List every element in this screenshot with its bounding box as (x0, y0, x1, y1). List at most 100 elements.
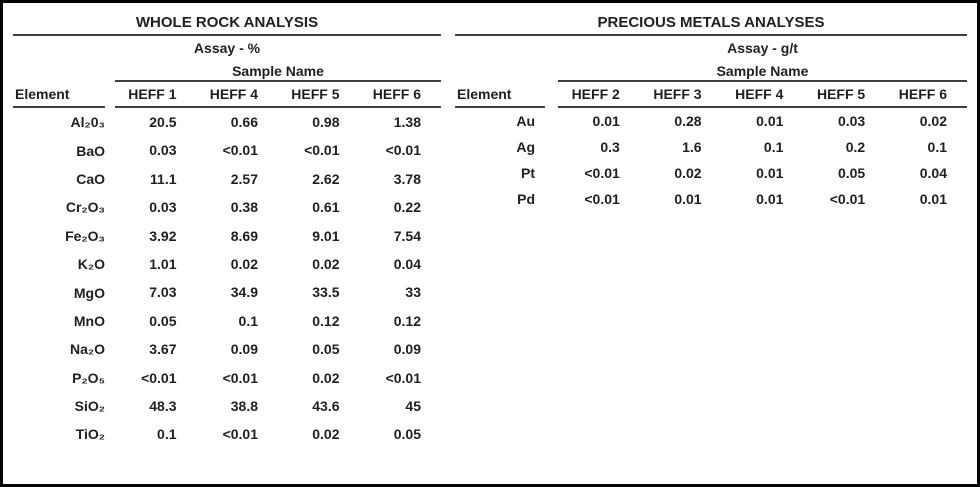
value-cell: 0.2 (845, 139, 866, 155)
precious-metals-element-column: Element Au Ag Pt Pd (455, 82, 545, 212)
value-cell: 3.78 (393, 170, 421, 187)
column-header-heff-4: HEFF 4 (196, 82, 278, 108)
value-cell: 0.09 (230, 341, 258, 358)
element-cell: Fe₂O₃ (65, 227, 105, 244)
value-cell: 0.12 (393, 312, 421, 329)
value-cell: 43.6 (312, 397, 340, 414)
element-cell: BaO (76, 142, 105, 159)
value-cell: <0.01 (385, 369, 421, 386)
value-cell: 33.5 (312, 284, 340, 301)
value-cell: <0.01 (385, 142, 421, 159)
value-cell: <0.01 (222, 369, 258, 386)
value-cell: 0.22 (393, 199, 421, 216)
value-cell: 1.01 (149, 255, 177, 272)
element-cell: MgO (73, 284, 105, 301)
value-cell: 0.05 (837, 165, 866, 181)
element-cell: Na₂O (69, 341, 105, 358)
element-cell: TiO₂ (75, 426, 105, 443)
column-header-heff-6: HEFF 6 (359, 82, 441, 108)
value-cell: 48.3 (149, 397, 177, 414)
precious-metals-element-header: Element (455, 82, 545, 108)
value-cell: 0.04 (393, 255, 421, 272)
value-cell: 0.01 (919, 191, 947, 207)
value-cell: 0.61 (312, 199, 340, 216)
element-cell: MnO (73, 312, 105, 329)
value-cell: 0.1 (927, 139, 947, 155)
value-cell: 0.01 (674, 191, 702, 207)
value-cell: 0.3 (600, 139, 620, 155)
value-cell: 45 (405, 397, 421, 414)
value-cell: 33 (405, 284, 421, 301)
value-cell: 7.03 (149, 284, 177, 301)
whole-rock-sample-name-label: Sample Name (115, 60, 441, 82)
value-cell: 3.67 (149, 341, 177, 358)
precious-metals-sample-columns: HEFF 2 HEFF 3 HEFF 4 HEFF 5 HEFF 6 0.01 … (558, 82, 967, 212)
value-cell: 0.28 (674, 113, 702, 129)
precious-metals-table: PRECIOUS METALS ANALYSES Assay - g/t Sam… (455, 12, 967, 212)
column-header-heff-5: HEFF 5 (803, 82, 886, 108)
column-header-heff-2: HEFF 2 (558, 82, 640, 108)
column-header-heff-3: HEFF 3 (639, 82, 722, 108)
value-cell: 0.09 (393, 341, 421, 358)
whole-rock-assay-unit: Assay - % (193, 40, 261, 56)
value-cell: 2.62 (312, 170, 340, 187)
precious-metals-title: PRECIOUS METALS ANALYSES (455, 12, 967, 36)
value-cell: 0.1 (763, 139, 784, 155)
value-cell: 0.05 (393, 426, 421, 443)
element-cell: K₂O (77, 256, 105, 273)
column-header-heff-6: HEFF 6 (885, 82, 967, 108)
value-cell: <0.01 (584, 191, 620, 207)
value-cell: 34.9 (230, 284, 258, 301)
element-cell: Pd (517, 191, 535, 207)
element-cell: CaO (76, 170, 105, 187)
element-cell: SiO₂ (74, 398, 105, 415)
value-cell: 0.05 (149, 312, 177, 329)
value-cell: 0.01 (756, 191, 784, 207)
value-cell: 0.02 (312, 426, 340, 443)
value-cell: 7.54 (393, 227, 421, 244)
value-cell: 0.02 (312, 255, 340, 272)
value-cell: 0.98 (312, 114, 340, 130)
element-cell: Cr₂O₃ (65, 199, 105, 216)
value-cell: 0.02 (919, 113, 947, 129)
value-cell: 0.02 (230, 255, 258, 272)
value-cell: 0.03 (149, 199, 177, 216)
value-cell: <0.01 (829, 191, 866, 207)
value-cell: <0.01 (304, 142, 340, 159)
value-cell: 0.1 (157, 426, 177, 443)
value-cell: 0.02 (312, 369, 340, 386)
element-cell: Au (516, 113, 535, 129)
value-cell: 0.02 (674, 165, 702, 181)
value-cell: 1.6 (682, 139, 702, 155)
column-header-heff-4: HEFF 4 (721, 82, 804, 108)
precious-metals-sample-name-label: Sample Name (558, 60, 967, 82)
column-header-heff-5: HEFF 5 (278, 82, 360, 108)
value-cell: 0.66 (230, 114, 258, 130)
value-cell: 11.1 (150, 170, 177, 187)
precious-metals-assay-unit: Assay - g/t (727, 40, 798, 56)
whole-rock-title: WHOLE ROCK ANALYSIS (13, 12, 441, 36)
value-cell: <0.01 (584, 165, 620, 181)
element-cell: Al₂0₃ (70, 114, 105, 131)
value-cell: 0.03 (149, 142, 177, 159)
value-cell: 20.5 (149, 114, 177, 130)
value-cell: 0.38 (230, 199, 258, 216)
value-cell: 9.01 (312, 227, 340, 244)
value-cell: <0.01 (222, 142, 258, 159)
value-cell: 0.01 (756, 113, 784, 129)
whole-rock-sample-columns: HEFF 1 HEFF 4 HEFF 5 HEFF 6 20.5 0.66 0.… (115, 82, 441, 449)
value-cell: <0.01 (141, 369, 177, 386)
value-cell: 0.05 (312, 341, 340, 358)
value-cell: 2.57 (230, 170, 258, 187)
whole-rock-table: WHOLE ROCK ANALYSIS Assay - % Sample Nam… (13, 12, 441, 449)
value-cell: 0.01 (756, 165, 784, 181)
element-cell: P₂O₅ (72, 369, 105, 386)
whole-rock-element-column: Element Al₂0₃ BaO CaO Cr₂O₃ Fe₂O₃ K₂O Mg… (13, 82, 105, 449)
value-cell: 3.92 (149, 227, 177, 244)
value-cell: 1.38 (393, 114, 421, 130)
value-cell: <0.01 (222, 426, 258, 443)
element-cell: Ag (516, 139, 535, 155)
value-cell: 0.12 (312, 312, 340, 329)
value-cell: 0.04 (919, 165, 947, 181)
